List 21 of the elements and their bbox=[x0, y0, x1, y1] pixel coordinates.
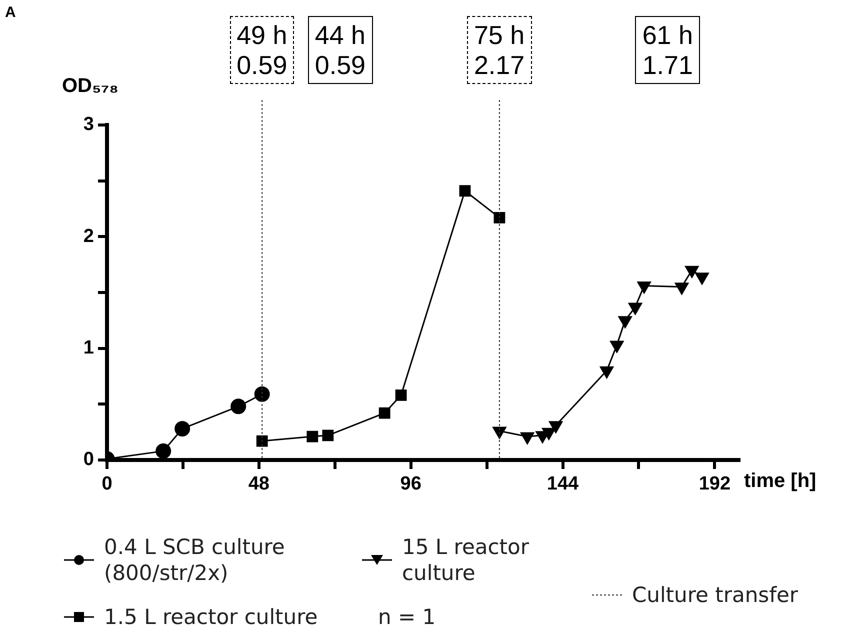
x-tick-label: 48 bbox=[248, 474, 270, 495]
legend-label: 0.4 L SCB culture (800/str/2x) bbox=[104, 534, 286, 586]
y-tick-label: 3 bbox=[83, 114, 94, 136]
text: 44 h 0.59 bbox=[308, 16, 373, 84]
x-axis-title: time [h] bbox=[744, 470, 816, 493]
x-tick-label: 0 bbox=[102, 474, 112, 495]
text: 61 h 1.71 bbox=[635, 16, 700, 84]
y-tick-label: 1 bbox=[83, 338, 94, 359]
legend-label: 1.5 L reactor culture bbox=[104, 604, 318, 630]
y-axis-title: OD₅₇₈ bbox=[62, 75, 119, 98]
text: 49 h 0.59 bbox=[230, 16, 294, 84]
text: 75 h 2.17 bbox=[466, 16, 532, 84]
legend-label: 15 L reactor culture bbox=[402, 534, 530, 586]
text: n = 1 bbox=[378, 604, 436, 630]
x-tick-label: 192 bbox=[698, 474, 731, 495]
y-tick-label: 2 bbox=[83, 226, 94, 247]
chart-title: A bbox=[5, 4, 16, 21]
x-tick-label: 96 bbox=[400, 474, 422, 495]
y-tick-label: 0 bbox=[83, 449, 94, 470]
x-tick-label: 144 bbox=[546, 474, 580, 495]
legend-label: Culture transfer bbox=[632, 582, 798, 608]
